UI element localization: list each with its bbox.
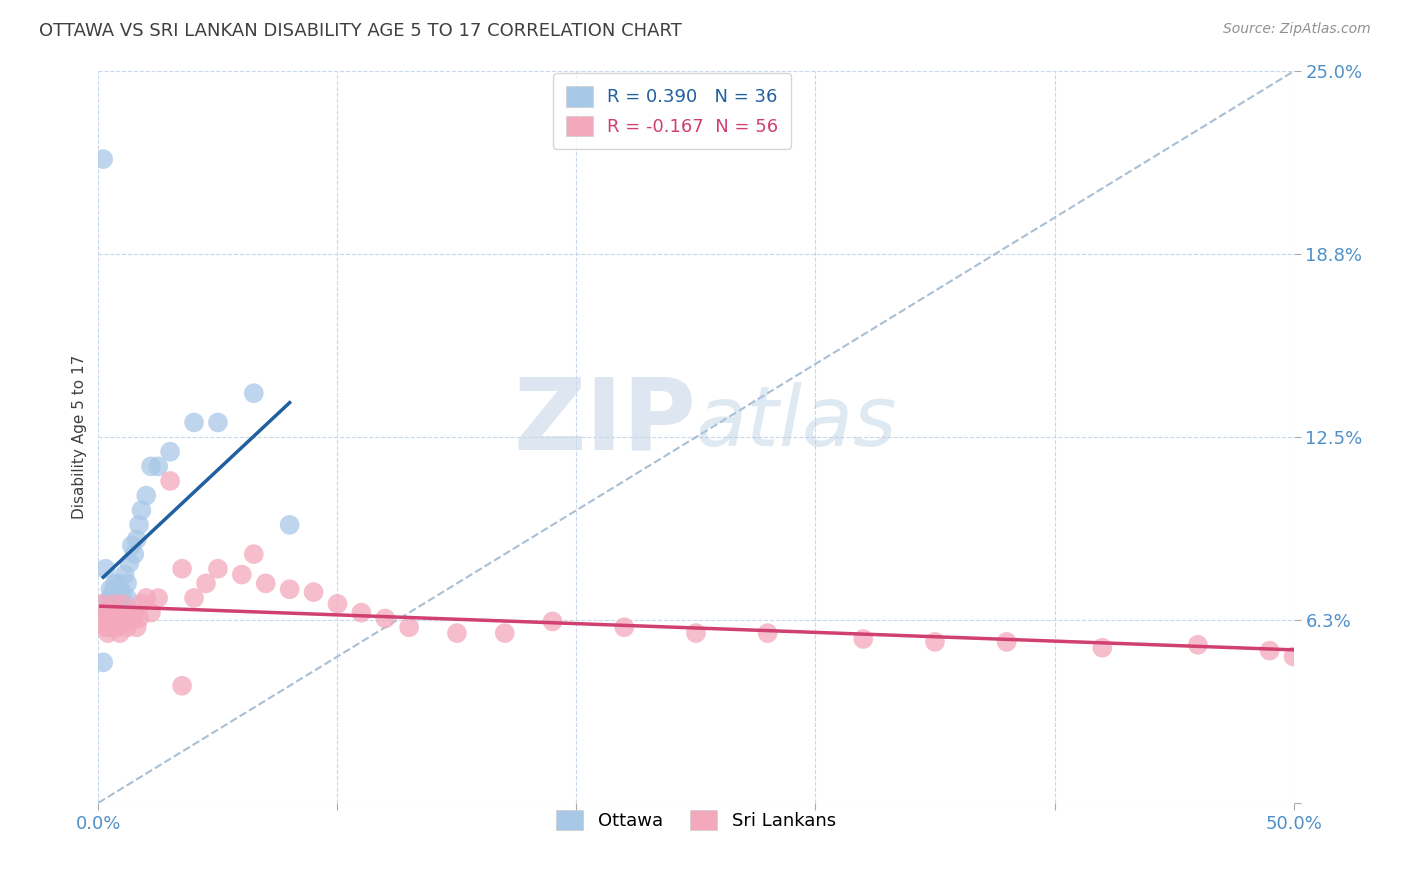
Point — [494, 626, 516, 640]
Point — [91, 152, 114, 166]
Point — [115, 620, 138, 634]
Point — [1187, 638, 1209, 652]
Point — [98, 606, 122, 620]
Point — [115, 591, 138, 605]
Point — [94, 606, 117, 620]
Point — [159, 474, 181, 488]
Point — [114, 611, 136, 625]
Point — [326, 597, 349, 611]
Point — [97, 606, 120, 620]
Point — [98, 620, 122, 634]
Point — [148, 459, 170, 474]
Point — [159, 444, 181, 458]
Text: Source: ZipAtlas.com: Source: ZipAtlas.com — [1223, 22, 1371, 37]
Point — [104, 620, 127, 634]
Point — [114, 597, 136, 611]
Point — [97, 626, 120, 640]
Point — [613, 620, 636, 634]
Text: OTTAWA VS SRI LANKAN DISABILITY AGE 5 TO 17 CORRELATION CHART: OTTAWA VS SRI LANKAN DISABILITY AGE 5 TO… — [39, 22, 682, 40]
Point — [128, 611, 150, 625]
Point — [107, 591, 129, 605]
Point — [118, 615, 141, 629]
Point — [125, 533, 148, 547]
Point — [195, 576, 218, 591]
Point — [278, 517, 301, 532]
Point — [111, 597, 134, 611]
Point — [1282, 649, 1305, 664]
Point — [94, 597, 117, 611]
Point — [124, 547, 146, 561]
Point — [278, 582, 301, 597]
Point — [118, 556, 141, 570]
Point — [111, 611, 134, 625]
Point — [243, 386, 266, 401]
Point — [685, 626, 707, 640]
Point — [125, 620, 148, 634]
Point — [121, 538, 143, 552]
Point — [148, 591, 170, 605]
Text: ZIP: ZIP — [513, 374, 696, 471]
Point — [172, 679, 194, 693]
Point — [101, 597, 124, 611]
Point — [107, 615, 129, 629]
Point — [111, 599, 134, 614]
Point — [924, 635, 946, 649]
Point — [91, 615, 114, 629]
Point — [94, 562, 117, 576]
Point — [254, 576, 277, 591]
Point — [108, 597, 131, 611]
Point — [172, 562, 194, 576]
Point — [756, 626, 779, 640]
Point — [139, 606, 162, 620]
Point — [111, 585, 134, 599]
Point — [231, 567, 253, 582]
Point — [852, 632, 875, 646]
Point — [104, 576, 127, 591]
Point — [94, 620, 117, 634]
Point — [98, 582, 122, 597]
Point — [97, 611, 120, 625]
Y-axis label: Disability Age 5 to 17: Disability Age 5 to 17 — [72, 355, 87, 519]
Point — [1258, 643, 1281, 657]
Point — [183, 416, 205, 430]
Point — [124, 606, 146, 620]
Point — [115, 576, 138, 591]
Point — [114, 567, 136, 582]
Point — [398, 620, 420, 634]
Point — [183, 591, 205, 605]
Point — [121, 611, 143, 625]
Point — [108, 626, 131, 640]
Point — [139, 459, 162, 474]
Point — [101, 597, 124, 611]
Point — [374, 611, 396, 625]
Point — [90, 597, 112, 611]
Point — [541, 615, 564, 629]
Point — [135, 591, 157, 605]
Point — [128, 517, 150, 532]
Point — [131, 597, 153, 611]
Point — [350, 606, 373, 620]
Point — [131, 503, 153, 517]
Point — [446, 626, 468, 640]
Point — [91, 656, 114, 670]
Point — [207, 562, 229, 576]
Text: atlas: atlas — [696, 382, 897, 463]
Point — [243, 547, 266, 561]
Point — [101, 585, 124, 599]
Point — [107, 606, 129, 620]
Point — [98, 591, 122, 605]
Point — [1091, 640, 1114, 655]
Point — [108, 611, 131, 625]
Legend: Ottawa, Sri Lankans: Ottawa, Sri Lankans — [550, 803, 842, 838]
Point — [107, 620, 129, 634]
Point — [302, 585, 325, 599]
Point — [135, 489, 157, 503]
Point — [107, 576, 129, 591]
Point — [995, 635, 1018, 649]
Point — [104, 599, 127, 614]
Point — [101, 615, 124, 629]
Point — [207, 416, 229, 430]
Point — [104, 606, 127, 620]
